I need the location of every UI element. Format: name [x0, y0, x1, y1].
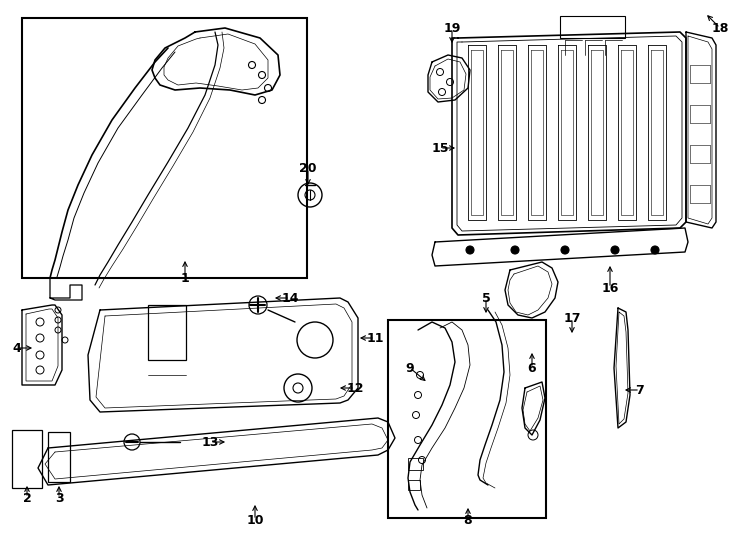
- Bar: [408, 480, 420, 490]
- Text: 15: 15: [432, 141, 448, 154]
- Text: 1: 1: [181, 272, 189, 285]
- Text: 10: 10: [246, 514, 264, 526]
- Bar: [22, 18, 307, 278]
- Text: 8: 8: [464, 514, 472, 526]
- Text: 3: 3: [55, 491, 63, 504]
- Bar: [148, 305, 186, 360]
- Text: 9: 9: [406, 361, 414, 375]
- Text: 6: 6: [528, 361, 537, 375]
- Bar: [388, 320, 546, 518]
- Circle shape: [466, 246, 474, 254]
- Text: 13: 13: [201, 435, 219, 449]
- Text: 5: 5: [482, 292, 490, 305]
- Text: 14: 14: [281, 292, 299, 305]
- Bar: [408, 458, 423, 470]
- Bar: [48, 432, 70, 482]
- Circle shape: [561, 246, 569, 254]
- Text: 7: 7: [636, 383, 644, 396]
- Circle shape: [651, 246, 659, 254]
- Bar: [12, 430, 42, 488]
- Circle shape: [511, 246, 519, 254]
- Text: 18: 18: [711, 22, 729, 35]
- Text: 2: 2: [23, 491, 32, 504]
- Circle shape: [611, 246, 619, 254]
- Text: 17: 17: [563, 312, 581, 325]
- Text: 11: 11: [366, 332, 384, 345]
- Bar: [560, 16, 625, 38]
- Text: 12: 12: [346, 381, 364, 395]
- Text: 20: 20: [299, 161, 317, 174]
- Text: 4: 4: [12, 341, 21, 354]
- Text: 16: 16: [601, 281, 619, 294]
- Text: 19: 19: [443, 22, 461, 35]
